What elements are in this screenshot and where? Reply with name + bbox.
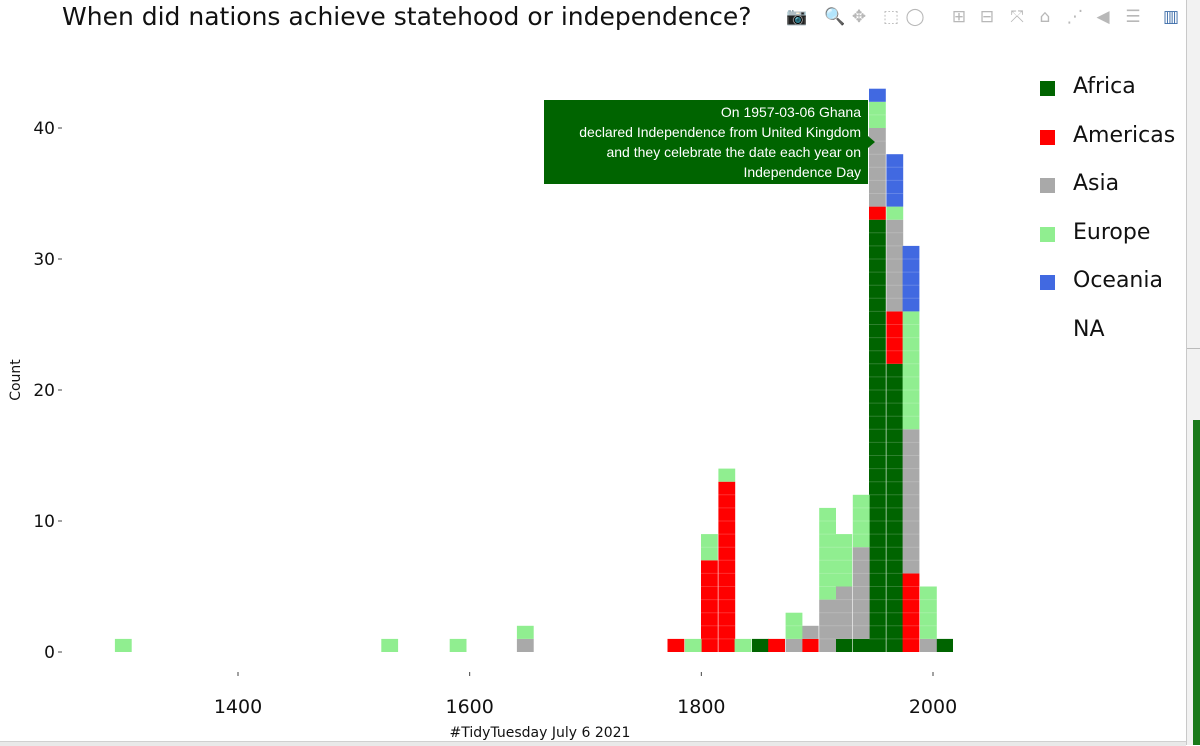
bar-europe-1880[interactable] xyxy=(785,612,803,639)
bar-oceania-1952[interactable] xyxy=(869,88,886,102)
legend-label: Asia xyxy=(1073,171,1120,196)
legend-item-oceania[interactable]: Oceania xyxy=(1040,266,1190,296)
legend-label: Oceania xyxy=(1073,268,1163,293)
x-tick-label: 1600 xyxy=(445,696,493,718)
bar-europe-1938[interactable] xyxy=(852,494,870,548)
zoom-out-icon[interactable]: ⊟ xyxy=(979,7,995,27)
bar-africa-1938[interactable] xyxy=(852,638,870,652)
stacked-bars xyxy=(114,88,953,652)
bar-asia-1981[interactable] xyxy=(902,429,920,574)
legend-item-asia[interactable]: Asia xyxy=(1040,169,1190,199)
autoscale-icon[interactable]: ⤧ xyxy=(1010,7,1024,27)
tooltip-line: and they celebrate the date each year on xyxy=(606,144,861,160)
bar-africa-2010[interactable] xyxy=(936,638,953,652)
reset-axes-icon[interactable]: ⌂ xyxy=(1039,7,1051,27)
legend-item-na[interactable]: NA xyxy=(1040,315,1190,345)
legend-label: NA xyxy=(1073,316,1105,342)
bar-americas-1807[interactable] xyxy=(701,560,718,652)
bar-europe-1836[interactable] xyxy=(734,638,752,652)
x-axis-title: #TidyTuesday July 6 2021 xyxy=(449,725,631,741)
y-tick-label: 30 xyxy=(33,250,55,270)
tooltip-line: Independence Day xyxy=(743,164,861,180)
bar-africa-1923[interactable] xyxy=(835,638,853,652)
y-axis-title: Count xyxy=(8,359,24,401)
bar-europe-1590[interactable] xyxy=(449,638,467,652)
legend-swatch xyxy=(1040,323,1055,339)
bar-africa-1851[interactable] xyxy=(752,638,769,652)
tooltip-line: On 1957-03-06 Ghana xyxy=(720,104,861,120)
legend-label: Europe xyxy=(1073,219,1151,245)
bar-asia-1648[interactable] xyxy=(516,638,534,652)
lasso-select-icon[interactable]: ◯ xyxy=(905,7,925,27)
bar-europe-1909[interactable] xyxy=(819,507,836,600)
bar-europe-1793[interactable] xyxy=(684,638,702,652)
legend-swatch xyxy=(1040,81,1055,96)
bar-americas-1778[interactable] xyxy=(667,638,685,652)
bar-americas-1967[interactable] xyxy=(886,311,904,364)
bar-asia-1923[interactable] xyxy=(835,586,853,639)
hover-closest-icon[interactable]: ◀ xyxy=(1096,7,1110,27)
background-window-edge xyxy=(1193,420,1200,745)
plotly-logo-icon[interactable]: ▥ xyxy=(1162,7,1180,27)
x-tick-label: 2000 xyxy=(909,696,957,718)
bar-asia-1894[interactable] xyxy=(801,625,819,639)
y-tick-label: 40 xyxy=(33,119,55,139)
y-tick-label: 20 xyxy=(33,381,55,401)
legend-swatch xyxy=(1040,129,1055,145)
legend-item-africa[interactable]: Africa xyxy=(1040,72,1190,102)
legend-label: Africa xyxy=(1073,74,1136,99)
bar-europe-1923[interactable] xyxy=(835,534,853,587)
x-tick-label: 1400 xyxy=(214,696,262,718)
y-tick-label: 0 xyxy=(44,643,55,663)
spike-lines-icon[interactable]: ⋰ xyxy=(1066,7,1084,27)
legend-swatch xyxy=(1040,178,1055,193)
bar-africa-1967[interactable] xyxy=(886,363,904,652)
bar-oceania-1967[interactable] xyxy=(886,154,904,207)
bar-americas-1894[interactable] xyxy=(801,638,819,652)
tooltip-line: declared Independence from United Kingdo… xyxy=(579,124,861,140)
pan-icon[interactable]: ✥ xyxy=(851,7,867,27)
bar-europe-1822[interactable] xyxy=(718,468,736,482)
hover-compare-icon[interactable]: ☰ xyxy=(1125,7,1141,27)
window-frame-divider xyxy=(1187,348,1200,349)
bar-europe-1967[interactable] xyxy=(886,206,904,220)
bar-americas-1822[interactable] xyxy=(718,481,736,652)
legend-item-americas[interactable]: Americas xyxy=(1040,121,1190,151)
bar-europe-1996[interactable] xyxy=(920,586,937,639)
zoom-in-icon[interactable]: ⊞ xyxy=(951,7,967,27)
bar-americas-1981[interactable] xyxy=(902,573,920,652)
zoom-icon[interactable]: 🔍 xyxy=(824,7,846,27)
bar-asia-1909[interactable] xyxy=(819,599,836,652)
bar-africa-1952[interactable] xyxy=(869,219,886,652)
bar-asia-1880[interactable] xyxy=(785,638,803,652)
hover-tooltip: On 1957-03-06 Ghana declared Independenc… xyxy=(544,100,875,184)
legend-swatch xyxy=(1040,275,1055,290)
bar-europe-1648[interactable] xyxy=(516,625,534,639)
bar-asia-1967[interactable] xyxy=(886,219,904,312)
bar-europe-1981[interactable] xyxy=(902,311,920,430)
legend-label: Americas xyxy=(1073,122,1176,148)
legend-item-europe[interactable]: Europe xyxy=(1040,218,1190,248)
axes: 0 10 20 30 40 1400 1600 1800 2000 xyxy=(33,119,957,718)
bar-oceania-1981[interactable] xyxy=(902,245,920,312)
window-frame-bottom xyxy=(0,741,1186,746)
bar-europe-1531[interactable] xyxy=(381,638,399,652)
legend-swatch xyxy=(1040,226,1055,242)
window-frame-right xyxy=(1186,0,1200,745)
y-tick-label: 10 xyxy=(33,512,55,532)
bar-asia-1938[interactable] xyxy=(852,547,870,639)
bar-asia-1996[interactable] xyxy=(920,638,937,652)
bar-europe-1807[interactable] xyxy=(701,534,718,561)
camera-icon[interactable]: 📷 xyxy=(786,7,808,27)
x-tick-label: 1800 xyxy=(677,696,725,718)
chart-title: When did nations achieve statehood or in… xyxy=(62,2,752,31)
box-select-icon[interactable]: ⬚ xyxy=(882,7,900,27)
bar-europe-1952[interactable] xyxy=(869,101,886,128)
bar-europe-1301[interactable] xyxy=(114,638,132,652)
bar-americas-1865[interactable] xyxy=(768,638,785,652)
bar-americas-1952[interactable] xyxy=(869,206,886,220)
